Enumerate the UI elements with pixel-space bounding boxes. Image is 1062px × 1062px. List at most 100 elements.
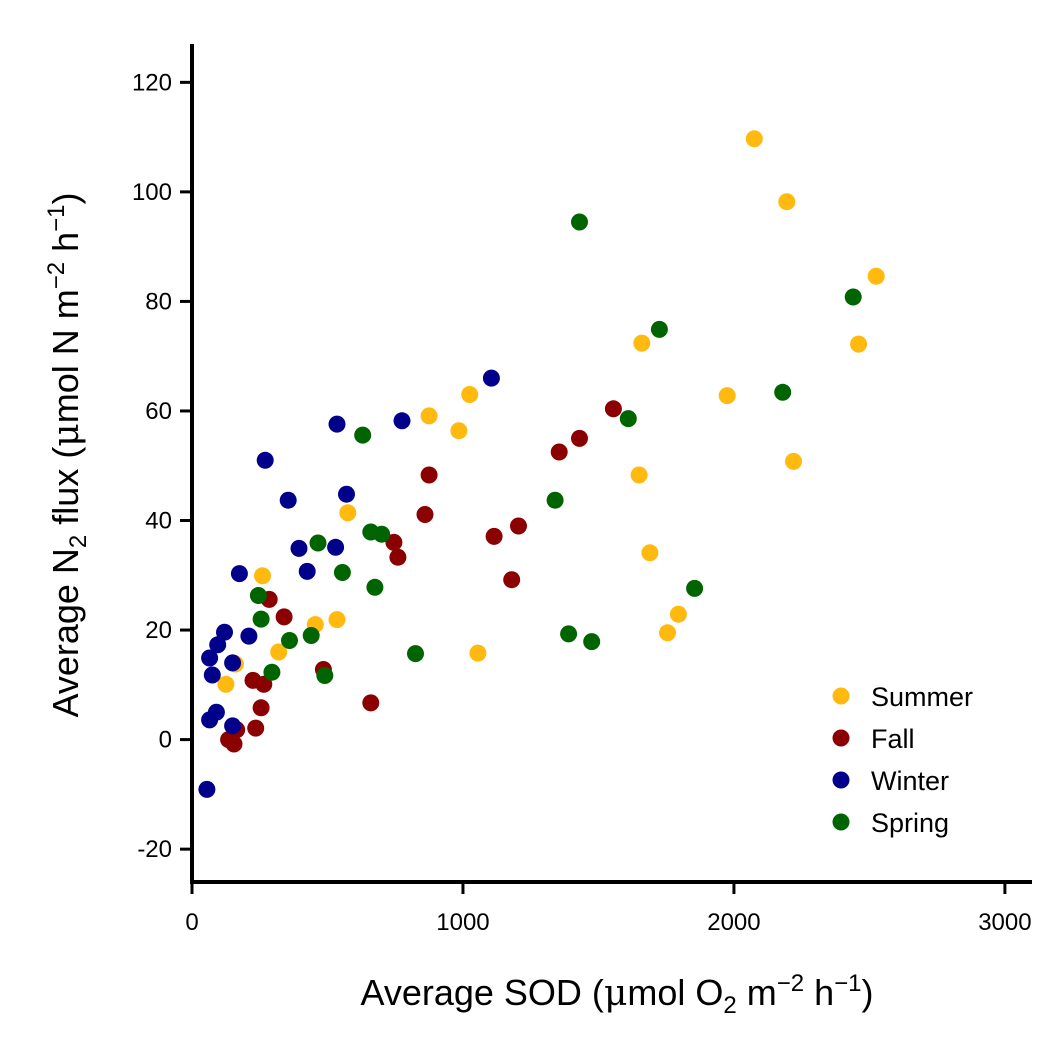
point-summer bbox=[785, 452, 802, 470]
legend-marker-spring bbox=[832, 813, 850, 831]
y-tick-label: 20 bbox=[145, 617, 172, 644]
point-fall bbox=[510, 517, 527, 535]
point-spring bbox=[686, 579, 704, 597]
point-summer bbox=[420, 407, 438, 425]
point-fall bbox=[389, 548, 407, 566]
point-winter bbox=[224, 717, 242, 735]
point-fall bbox=[571, 429, 588, 447]
point-spring bbox=[354, 426, 372, 444]
point-spring bbox=[407, 645, 424, 663]
point-spring bbox=[560, 625, 578, 643]
points-layer bbox=[198, 130, 885, 798]
point-summer bbox=[867, 267, 885, 285]
y-tick-label: 80 bbox=[145, 288, 172, 315]
point-spring bbox=[650, 320, 668, 338]
point-summer bbox=[718, 387, 736, 405]
legend-label-summer: Summer bbox=[871, 682, 973, 712]
point-winter bbox=[327, 538, 345, 556]
point-winter bbox=[298, 562, 316, 580]
point-spring bbox=[774, 383, 792, 401]
point-winter bbox=[201, 711, 219, 729]
y-tick-label: -20 bbox=[137, 836, 172, 863]
point-summer bbox=[641, 544, 659, 562]
point-winter bbox=[224, 654, 242, 672]
point-summer bbox=[450, 422, 468, 440]
point-spring bbox=[302, 627, 320, 644]
x-axis-title: Average SOD (μmol O2 m−2 h−1) bbox=[360, 970, 873, 1019]
point-spring bbox=[252, 610, 270, 628]
x-tick-label: 0 bbox=[185, 909, 198, 936]
point-winter bbox=[240, 627, 258, 645]
point-fall bbox=[247, 719, 265, 737]
point-winter bbox=[338, 485, 355, 503]
point-winter bbox=[328, 415, 346, 433]
legend-marker-fall bbox=[832, 729, 850, 747]
legend: Summer Fall Winter Spring bbox=[832, 682, 973, 838]
point-spring bbox=[619, 410, 637, 428]
axes-layer: -20 0 20 40 60 80 100 120 0 1000 2000 3000 bbox=[132, 44, 1032, 936]
point-summer bbox=[630, 466, 648, 484]
point-fall bbox=[385, 533, 403, 551]
legend-label-fall: Fall bbox=[871, 724, 915, 754]
point-summer bbox=[217, 675, 235, 693]
point-winter bbox=[393, 412, 411, 430]
point-summer bbox=[669, 605, 687, 623]
legend-label-winter: Winter bbox=[871, 766, 949, 796]
point-summer bbox=[659, 624, 676, 642]
point-winter bbox=[201, 649, 219, 667]
point-summer bbox=[328, 611, 346, 629]
point-spring bbox=[333, 564, 351, 581]
point-summer bbox=[461, 386, 479, 403]
point-spring bbox=[373, 525, 391, 543]
point-winter bbox=[203, 666, 221, 684]
point-fall bbox=[362, 694, 380, 712]
point-spring bbox=[281, 632, 298, 649]
x-tick-label: 2000 bbox=[707, 909, 760, 936]
y-tick-label: 0 bbox=[159, 727, 172, 754]
point-spring bbox=[546, 491, 564, 509]
point-fall bbox=[416, 506, 434, 523]
x-tick-label: 3000 bbox=[978, 909, 1031, 936]
point-summer bbox=[254, 567, 271, 585]
point-winter bbox=[256, 451, 274, 469]
point-winter bbox=[198, 780, 216, 798]
point-spring bbox=[249, 587, 267, 604]
point-summer bbox=[469, 644, 487, 662]
y-tick-label: 60 bbox=[145, 398, 172, 425]
point-fall bbox=[225, 735, 243, 753]
y-tick-label: 120 bbox=[132, 69, 172, 96]
point-summer bbox=[850, 335, 868, 353]
point-winter bbox=[209, 636, 227, 654]
point-summer bbox=[633, 334, 651, 352]
point-summer bbox=[778, 193, 796, 211]
point-spring bbox=[263, 663, 281, 681]
point-spring bbox=[583, 633, 601, 651]
point-spring bbox=[571, 213, 588, 231]
point-fall bbox=[604, 400, 622, 418]
point-spring bbox=[309, 534, 327, 552]
point-fall bbox=[255, 675, 273, 693]
point-spring bbox=[366, 578, 384, 596]
point-summer bbox=[270, 643, 288, 661]
legend-marker-winter bbox=[832, 771, 850, 789]
x-tick-label: 1000 bbox=[436, 909, 489, 936]
point-fall bbox=[485, 527, 503, 545]
point-spring bbox=[844, 288, 862, 306]
point-fall bbox=[252, 699, 270, 717]
point-winter bbox=[279, 491, 297, 509]
point-summer bbox=[339, 504, 357, 522]
point-spring bbox=[316, 667, 334, 684]
point-winter bbox=[290, 539, 308, 557]
point-fall bbox=[275, 608, 293, 626]
point-fall bbox=[503, 571, 521, 589]
y-tick-label: 40 bbox=[145, 508, 172, 535]
point-fall bbox=[550, 443, 568, 461]
point-fall bbox=[420, 466, 438, 484]
point-winter bbox=[216, 623, 233, 641]
y-tick-label: 100 bbox=[132, 179, 172, 206]
point-winter bbox=[482, 369, 500, 387]
point-summer bbox=[745, 130, 763, 148]
point-winter bbox=[230, 565, 248, 583]
legend-label-spring: Spring bbox=[871, 808, 949, 838]
